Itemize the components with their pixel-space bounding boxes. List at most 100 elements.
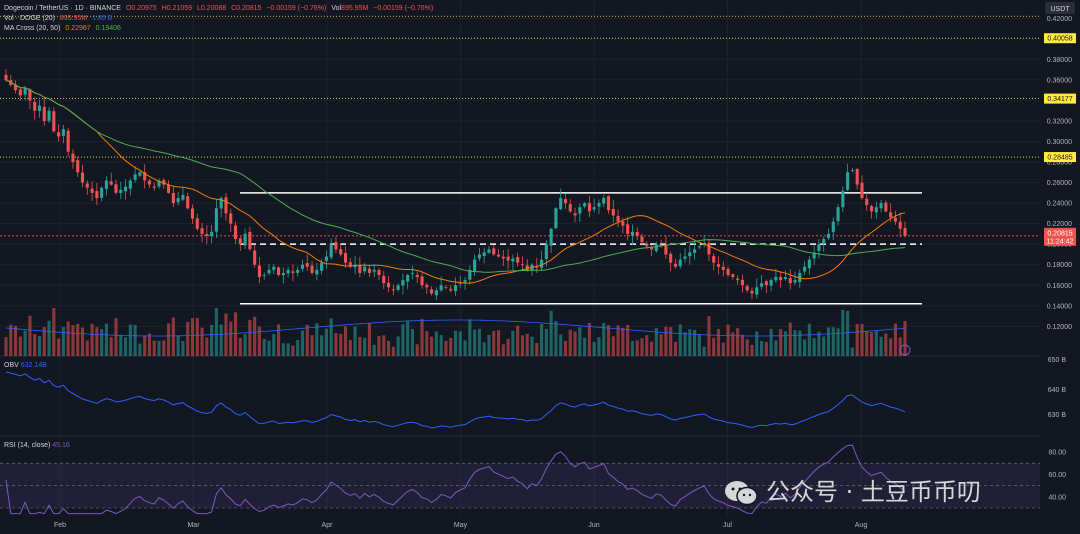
volume-bar — [884, 333, 888, 356]
candle-body — [386, 282, 391, 288]
candle-body — [167, 184, 171, 193]
obv-legend[interactable]: OBV 632.14B — [4, 362, 47, 369]
price-tick-label: 0.28000 — [1047, 160, 1072, 167]
volume-bar — [430, 336, 434, 356]
candle-body — [377, 270, 381, 275]
volume-bar — [363, 337, 367, 356]
candle-body — [731, 274, 735, 278]
volume-bar — [300, 330, 305, 356]
candle-body — [669, 253, 673, 263]
candle-body — [697, 246, 701, 248]
candle-body — [85, 183, 89, 188]
candle-body — [195, 218, 199, 229]
candle-body — [291, 271, 295, 273]
volume-bar — [205, 337, 209, 356]
obv-name: OBV — [4, 362, 19, 369]
time-tick-label: Feb — [54, 522, 66, 529]
volume-bar — [406, 320, 410, 356]
candle-body — [645, 243, 649, 247]
candle-body — [109, 181, 113, 185]
vol-legend[interactable]: Vol · DOGE (20) 895.95M 1.85 B — [4, 14, 115, 23]
candle-body — [28, 89, 32, 101]
volume-bar — [28, 315, 32, 356]
candle-body — [487, 249, 491, 253]
candle-body — [611, 208, 615, 216]
volume-bar — [669, 327, 673, 356]
price-tick-label: 0.22000 — [1047, 221, 1072, 228]
volume-bar — [869, 331, 874, 356]
candle-body — [884, 202, 888, 212]
candle-body — [61, 129, 65, 136]
volume-bar — [516, 325, 520, 356]
candle-body — [740, 279, 744, 286]
volume-bar — [482, 342, 486, 356]
candle-body — [401, 280, 405, 286]
volume-bar — [305, 324, 309, 356]
volume-bar — [267, 340, 271, 356]
volume-bar — [726, 324, 730, 356]
candle-body — [793, 280, 797, 283]
candle-body — [52, 111, 56, 132]
ma-legend[interactable]: MA Cross (20, 50) 0.22967 0.19406 — [4, 24, 124, 33]
volume-bar — [563, 340, 568, 356]
volume-bar — [850, 347, 854, 356]
candle-body — [736, 278, 740, 281]
volume-bar — [496, 330, 501, 356]
volume-bar — [678, 324, 682, 356]
rsi-legend[interactable]: RSI (14, close) 45.16 — [4, 442, 70, 449]
volume-bar — [42, 326, 46, 356]
volume-bar — [176, 335, 180, 356]
candle-body — [210, 231, 214, 236]
volume-bar — [645, 335, 649, 356]
candle-body — [420, 276, 424, 286]
volume-bar — [348, 339, 352, 356]
candle-body — [535, 266, 539, 268]
volume-bar — [893, 323, 897, 356]
candle-body — [807, 259, 811, 269]
volume-bar — [4, 337, 8, 356]
volume-bar — [343, 326, 348, 356]
volume-bar — [740, 334, 744, 356]
price-badge — [1044, 93, 1076, 104]
candle-body — [171, 193, 175, 204]
volume-bar — [372, 344, 376, 356]
candle-body — [320, 262, 324, 271]
candle-body — [817, 244, 821, 251]
volume-bar — [702, 346, 706, 356]
vol-indicator-value: 895.95M — [59, 15, 88, 22]
candle-body — [650, 246, 654, 250]
volume-bar — [66, 321, 70, 356]
volume-bar — [468, 319, 472, 356]
volume-bar — [233, 312, 238, 356]
volume-bar — [826, 327, 831, 356]
obv-pane — [5, 371, 906, 429]
candle-body — [468, 269, 472, 280]
volume-bar — [296, 339, 300, 356]
volume-bar — [549, 310, 553, 356]
candle-body — [712, 256, 716, 263]
ma-slow-value: 0.19406 — [95, 25, 121, 32]
candle-body — [33, 101, 37, 111]
price-badge-label: 0.40058 — [1047, 36, 1072, 43]
candle-body — [18, 89, 22, 96]
volume-bar — [257, 326, 261, 356]
volume-bar — [621, 327, 625, 356]
volume-bar — [736, 328, 740, 356]
candle-body — [473, 259, 477, 272]
volume-bar — [530, 336, 534, 356]
candle-body — [66, 130, 70, 152]
volume-bar — [167, 323, 171, 356]
candle-body — [745, 286, 749, 291]
candle-body — [492, 248, 496, 255]
volume-bar — [37, 335, 42, 356]
volume-bar — [578, 327, 582, 356]
candle-body — [300, 264, 305, 269]
candle-body — [769, 280, 773, 286]
volume-bar — [18, 336, 22, 356]
volume-bar — [721, 342, 725, 356]
volume-bar — [224, 313, 228, 356]
volume-bar — [463, 340, 467, 356]
current-price-badge — [1044, 227, 1076, 246]
volume-bar — [210, 324, 214, 356]
candle-body — [764, 281, 768, 286]
